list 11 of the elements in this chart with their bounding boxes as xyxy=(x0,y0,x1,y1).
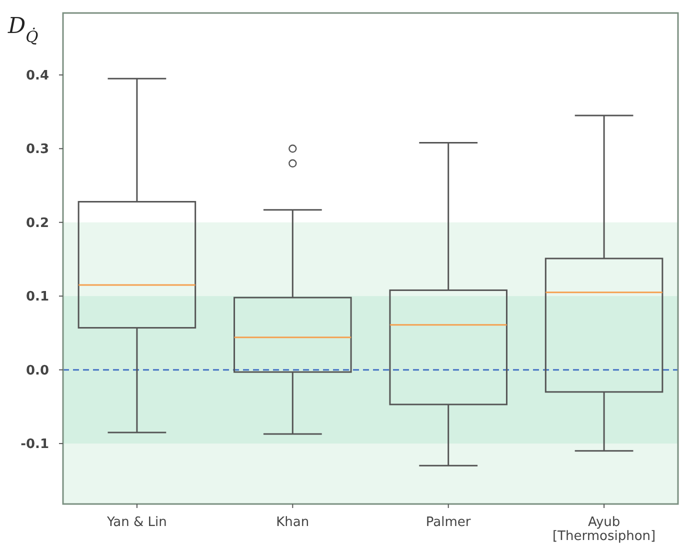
x-tick-label: Khan xyxy=(276,515,310,530)
y-tick-label: 0.4 xyxy=(26,68,49,84)
x-tick-label: Palmer xyxy=(426,515,472,530)
y-tick-label: 0.0 xyxy=(26,363,49,378)
y-tick-label: 0.3 xyxy=(26,142,49,158)
y-tick-label: 0.2 xyxy=(26,216,49,231)
x-tick-label: Yan & Lin xyxy=(106,515,167,530)
x-tick-label: Ayub [Thermosiphon] xyxy=(552,515,656,544)
y-tick-label: -0.1 xyxy=(20,437,49,452)
y-tick-label: 0.1 xyxy=(26,290,49,305)
y-axis-title: D$_{Q̇}$ xyxy=(7,14,39,46)
